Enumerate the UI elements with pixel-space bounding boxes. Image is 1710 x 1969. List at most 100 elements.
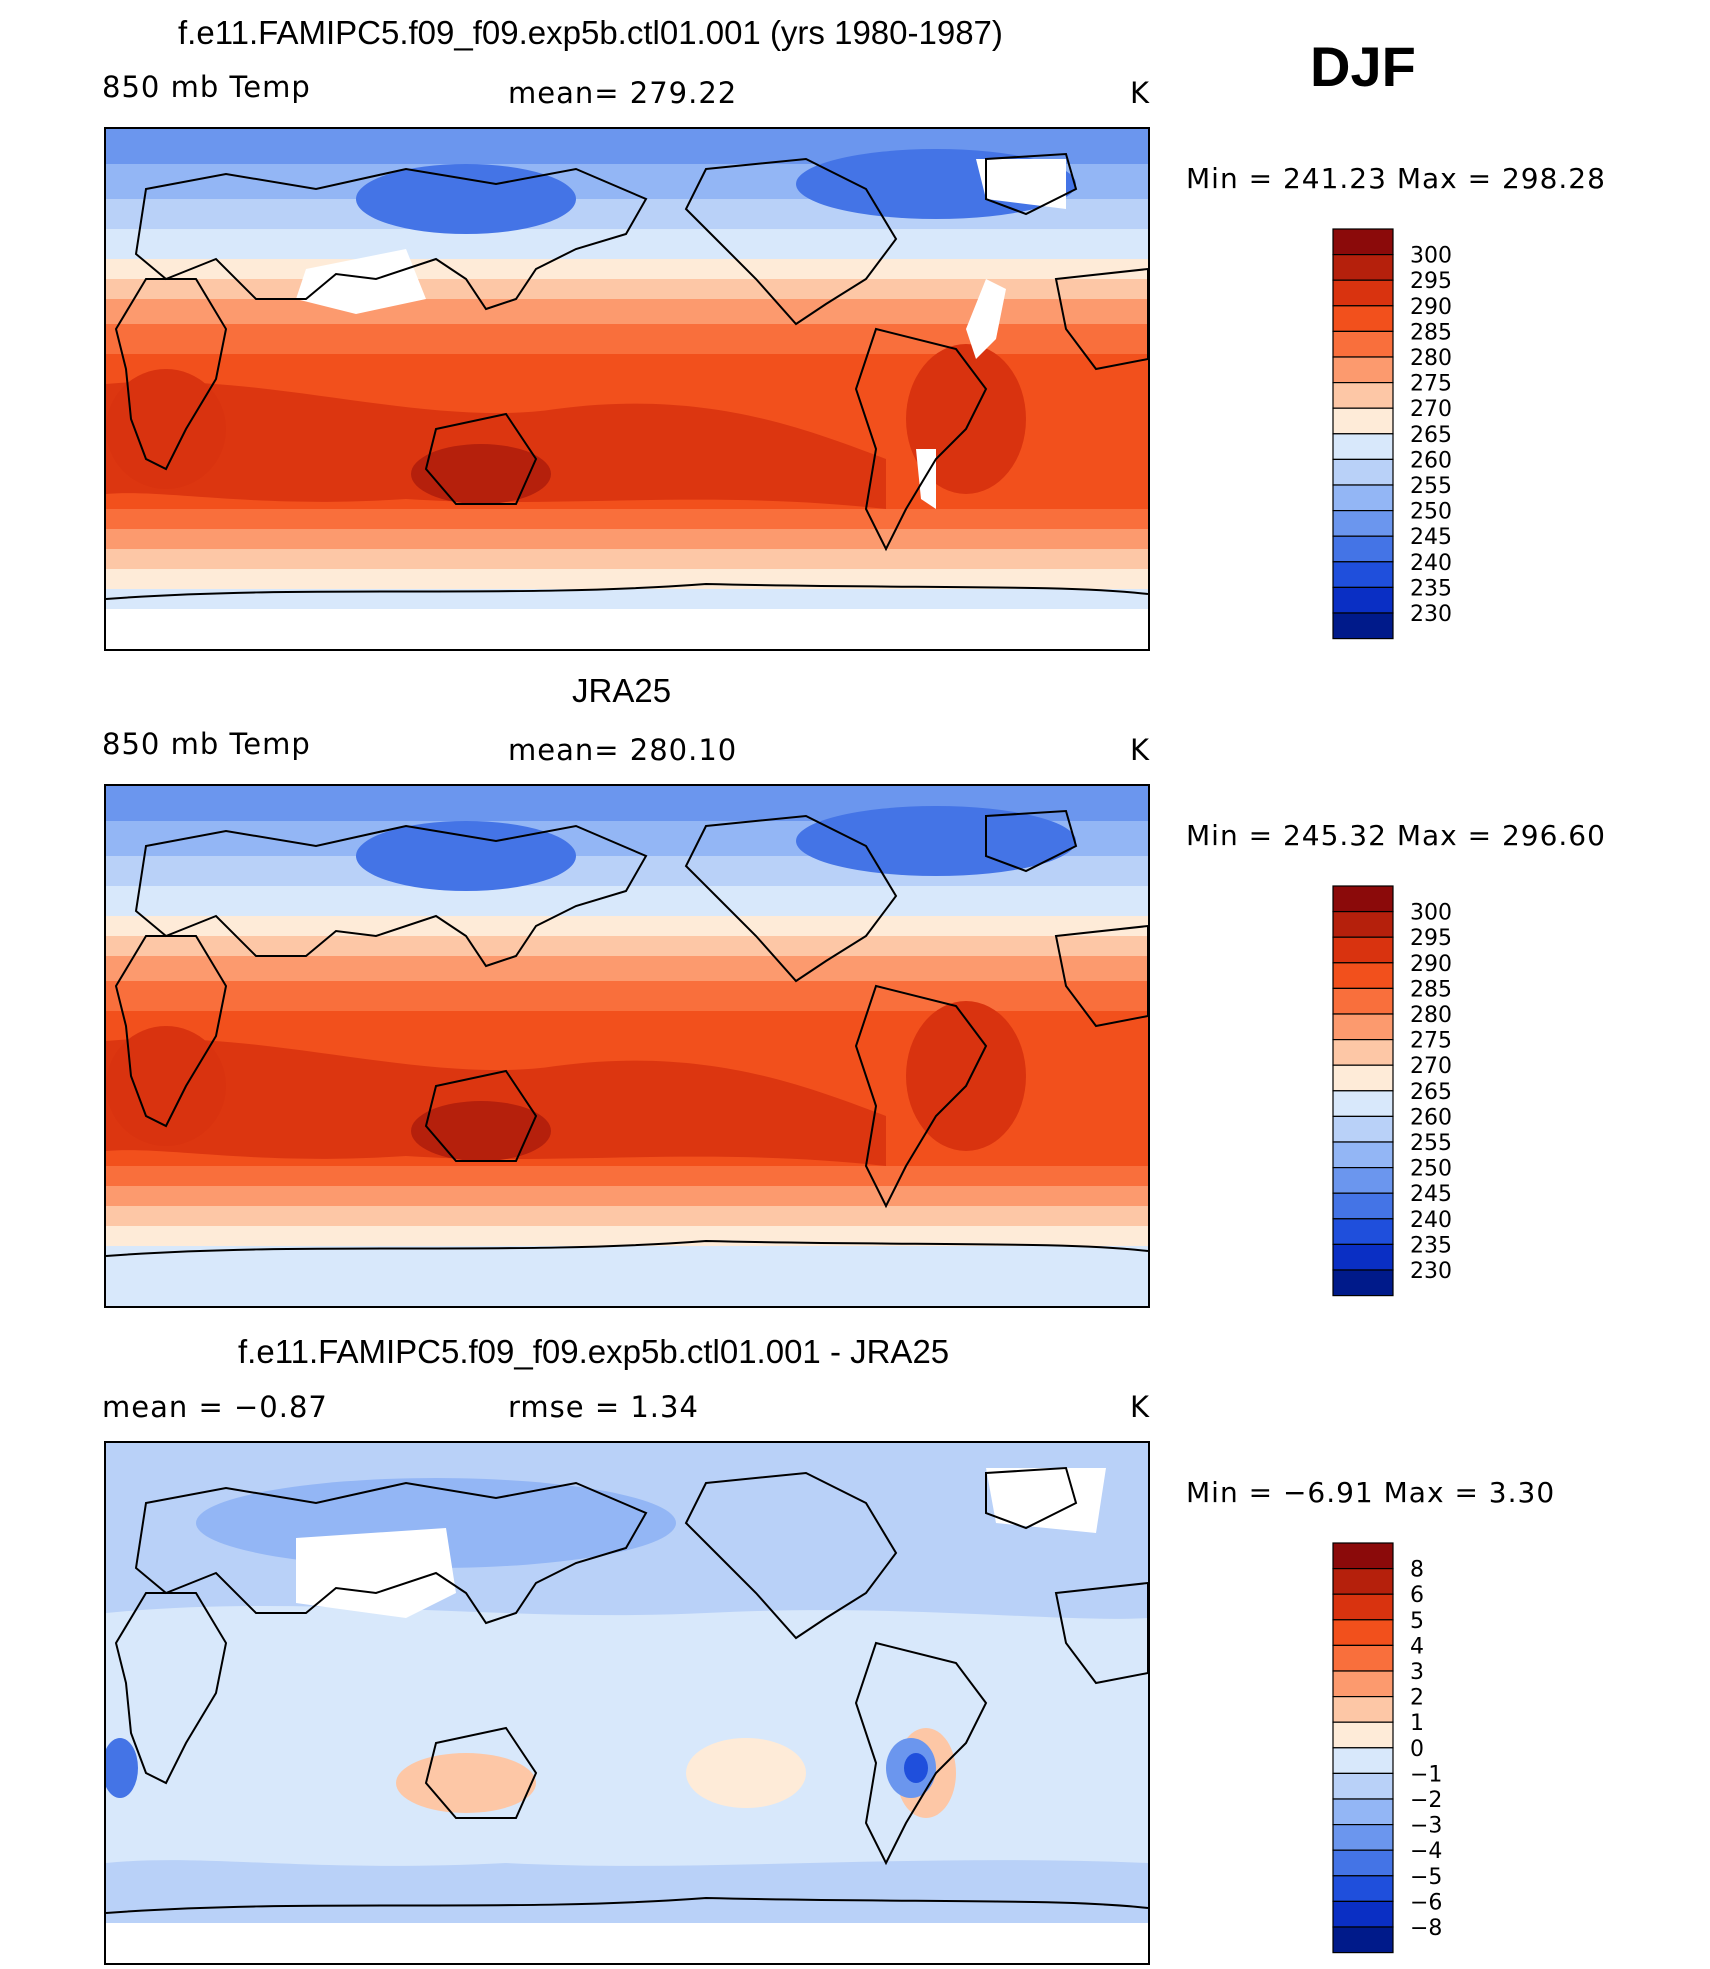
colorbar-tick-label: 290 [1410, 295, 1452, 320]
colorbar-swatch [1332, 911, 1394, 938]
colorbar-swatch [1332, 305, 1394, 333]
colorbar-swatch [1332, 586, 1394, 614]
panel-minmax-label: Min = 245.32 Max = 296.60 [1186, 819, 1606, 852]
panel-minmax-label: Min = 241.23 Max = 298.28 [1186, 162, 1606, 195]
colorbar-tick-label: 270 [1410, 1054, 1452, 1079]
colorbar-tick-label: 1 [1410, 1711, 1424, 1736]
colorbar-diff: 8 6 5 4 3 2 1 0 −1 −2 −3 −4 −5 −6 −8 [1332, 1542, 1532, 1956]
colorbar-tick-label: 295 [1410, 926, 1452, 951]
panel-title-diff: f.e11.FAMIPC5.f09_f09.exp5b.ctl01.001 - … [238, 1333, 950, 1370]
colorbar-tick-label: 265 [1410, 1080, 1452, 1105]
colorbar-swatch [1332, 561, 1394, 588]
colorbar-swatch [1332, 484, 1394, 512]
colorbar-tick-label: 265 [1410, 423, 1452, 448]
colorbar-swatch [1332, 987, 1394, 1015]
colorbar-tick-label: 255 [1410, 1131, 1452, 1156]
colorbar-swatch [1332, 1013, 1394, 1041]
colorbar-tick-label: −2 [1410, 1788, 1442, 1813]
colorbar-swatch [1332, 330, 1394, 358]
colorbar-tick-label: 260 [1410, 1105, 1452, 1130]
panel-mean-label: mean= 280.10 [508, 733, 738, 767]
colorbar-swatch [1332, 1875, 1394, 1902]
colorbar-swatch [1332, 382, 1394, 409]
colorbar-tick-label: −5 [1410, 1865, 1442, 1890]
panel-title-model: f.e11.FAMIPC5.f09_f09.exp5b.ctl01.001 (y… [178, 14, 1003, 51]
colorbar-tick-label: −6 [1410, 1890, 1442, 1915]
panel-mean-label: mean = −0.87 [102, 1390, 328, 1424]
colorbar-swatch [1332, 1593, 1394, 1621]
colorbar-swatch [1332, 885, 1394, 913]
colorbar-swatch [1332, 1747, 1394, 1775]
colorbar-swatch [1332, 407, 1394, 435]
colorbar-swatch [1332, 1696, 1394, 1723]
colorbar-swatch [1332, 254, 1394, 281]
colorbar-swatch [1332, 1824, 1394, 1851]
colorbar-tick-label: 300 [1410, 244, 1452, 269]
map-diff-svg [106, 1443, 1148, 1963]
colorbar-tick-label: 4 [1410, 1634, 1424, 1659]
colorbar-tick-label: 230 [1410, 1259, 1452, 1284]
colorbar-swatch [1332, 1039, 1394, 1066]
colorbar-tick-label: 8 [1410, 1558, 1424, 1583]
colorbar-swatch [1332, 1090, 1394, 1118]
colorbar-tick-label: 300 [1410, 901, 1452, 926]
colorbar-swatch [1332, 1568, 1394, 1595]
colorbar-tick-label: 245 [1410, 525, 1452, 550]
colorbar-swatch [1332, 1926, 1394, 1954]
map-diff [104, 1441, 1150, 1965]
panel-mean-label: mean= 279.22 [508, 76, 738, 110]
colorbar-swatch [1332, 1619, 1394, 1647]
colorbar-swatch [1332, 1167, 1394, 1194]
colorbar-swatch [1332, 1115, 1394, 1143]
colorbar-tick-label: 235 [1410, 1233, 1452, 1258]
colorbar-tick-label: 2 [1410, 1686, 1424, 1711]
colorbar-tick-label: −4 [1410, 1839, 1442, 1864]
colorbar-tick-label: 245 [1410, 1182, 1452, 1207]
colorbar-tick-label: −3 [1410, 1814, 1442, 1839]
colorbar-swatch [1332, 535, 1394, 563]
colorbar-swatch [1332, 1849, 1394, 1877]
colorbar-tick-label: 290 [1410, 952, 1452, 977]
colorbar-swatch [1332, 1141, 1394, 1169]
colorbar-tick-label: 230 [1410, 602, 1452, 627]
colorbar-svg: 3002952902852802752702652602552502452402… [1332, 885, 1452, 1297]
panel-units-label: K [1130, 1390, 1151, 1424]
colorbar-tick-label: 295 [1410, 269, 1452, 294]
panel-units-label: K [1130, 76, 1151, 110]
colorbar-tick-label: 3 [1410, 1660, 1424, 1685]
colorbar-tick-label: 250 [1410, 1157, 1452, 1182]
colorbar-tick-label: 235 [1410, 576, 1452, 601]
map-model [104, 127, 1150, 651]
colorbar-swatch [1332, 1900, 1394, 1928]
colorbar-swatch [1332, 962, 1394, 990]
map-obs [104, 784, 1150, 1308]
colorbar-tick-label: 275 [1410, 372, 1452, 397]
colorbar-swatch [1332, 433, 1394, 461]
colorbar-swatch [1332, 1542, 1394, 1570]
colorbar-swatch [1332, 1269, 1394, 1297]
panel-title-obs: JRA25 [572, 672, 672, 709]
colorbar-tick-label: 6 [1410, 1583, 1424, 1608]
colorbar-tick-label: 250 [1410, 500, 1452, 525]
colorbar-tick-label: 5 [1410, 1609, 1424, 1634]
panel-units-label: K [1130, 733, 1151, 767]
panel-variable-label: 850 mb Temp [102, 727, 311, 761]
colorbar-swatch [1332, 612, 1394, 640]
colorbar-tick-label: 240 [1410, 551, 1452, 576]
colorbar-tick-label: 280 [1410, 1003, 1452, 1028]
colorbar-swatch [1332, 510, 1394, 537]
colorbar-tick-label: 285 [1410, 977, 1452, 1002]
colorbar-swatch [1332, 1218, 1394, 1245]
panel-minmax-label: Min = −6.91 Max = 3.30 [1186, 1476, 1556, 1509]
panel-rmse-label: rmse = 1.34 [508, 1390, 699, 1424]
colorbar-swatch [1332, 356, 1394, 384]
colorbar-tick-label: 255 [1410, 474, 1452, 499]
colorbar-svg: 3002952902852802752702652602552502452402… [1332, 228, 1452, 640]
colorbar-swatch [1332, 279, 1394, 307]
colorbar-swatch [1332, 1798, 1394, 1826]
colorbar-swatch [1332, 936, 1394, 964]
colorbar-tick-label: 280 [1410, 346, 1452, 371]
colorbar-swatch [1332, 228, 1394, 256]
colorbar-tick-label: 275 [1410, 1029, 1452, 1054]
